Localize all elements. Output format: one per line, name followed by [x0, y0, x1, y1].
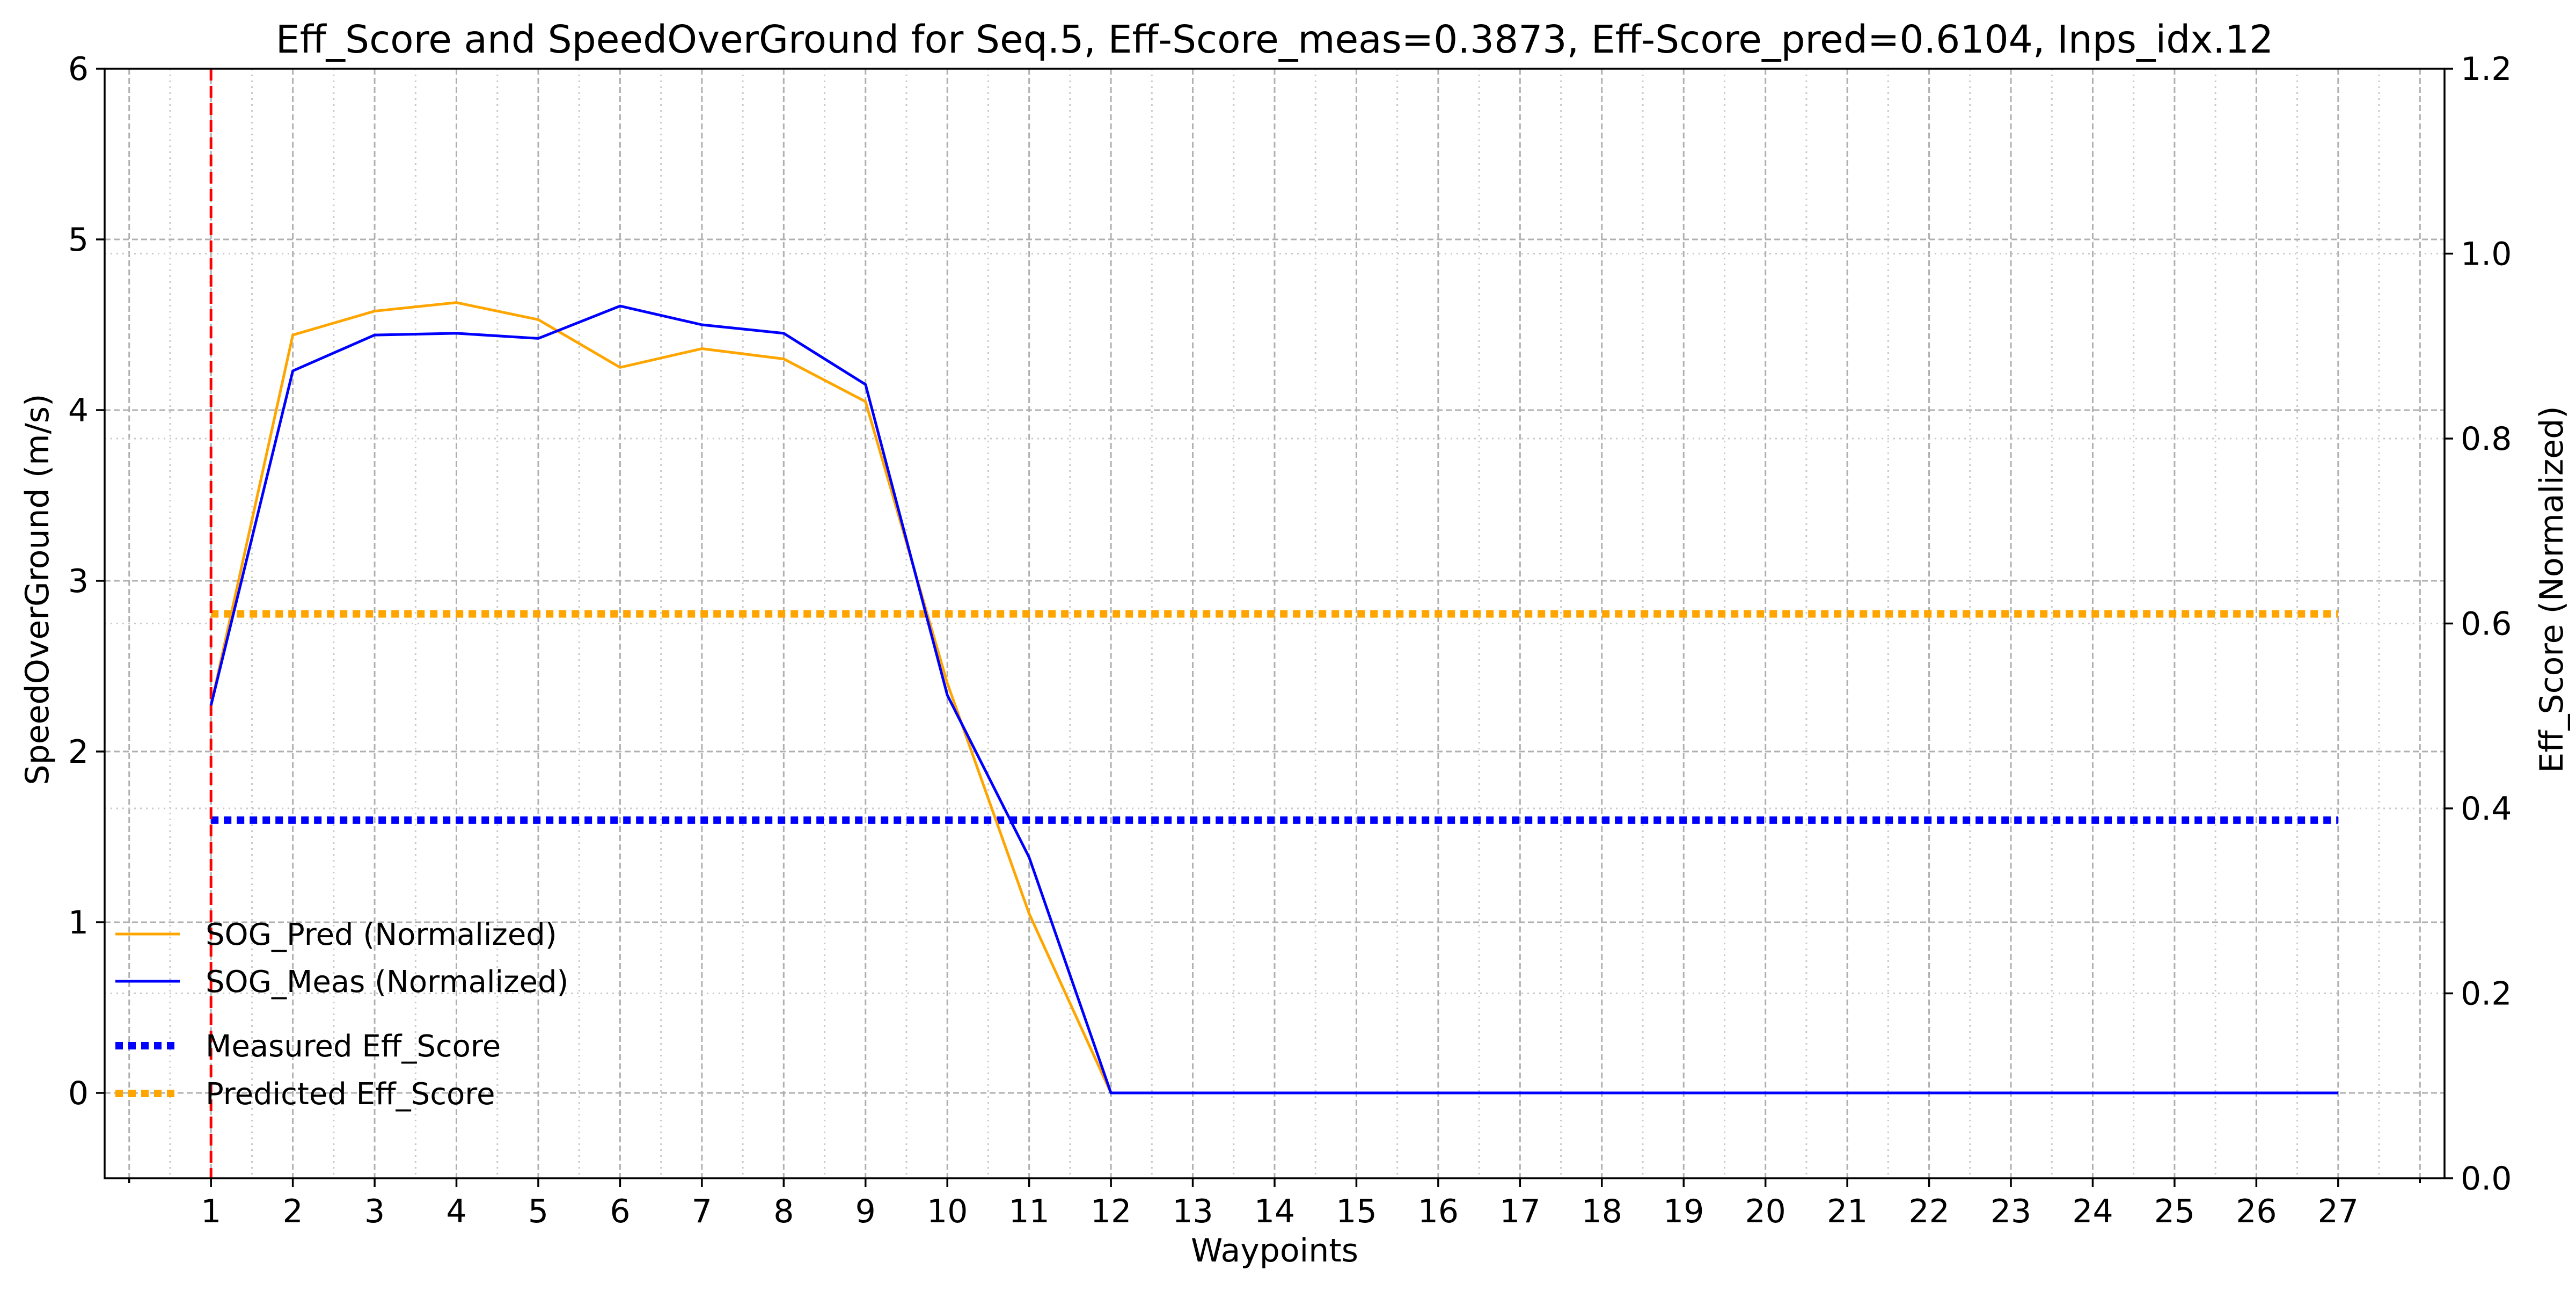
x-tick-label: 17 [1499, 1193, 1540, 1230]
x-tick-label: 9 [855, 1193, 876, 1230]
x-tick-label: 11 [1008, 1193, 1049, 1230]
x-tick-label: 7 [692, 1193, 712, 1230]
y-left-tick-label: 0 [68, 1075, 89, 1112]
y-right-tick-label: 0.0 [2461, 1160, 2512, 1198]
y-right-tick-label: 0.4 [2461, 790, 2512, 828]
x-tick-label: 24 [2072, 1193, 2113, 1230]
x-tick-label: 15 [1336, 1193, 1377, 1230]
legend-item: Predicted Eff_Score [115, 1077, 495, 1112]
x-tick-label: 18 [1582, 1193, 1622, 1230]
x-tick-label: 16 [1418, 1193, 1459, 1230]
x-tick-label: 26 [2236, 1193, 2277, 1230]
y-right-tick-label: 0.6 [2461, 606, 2512, 643]
legend-item: SOG_Pred (Normalized) [115, 917, 557, 952]
x-tick-label: 19 [1663, 1193, 1704, 1230]
eff-score-lines [211, 610, 2338, 824]
sog-meas-normalized--line [209, 304, 2338, 1095]
legend-label: Measured Eff_Score [206, 1029, 501, 1064]
y-left-tick-label: 1 [68, 904, 89, 942]
chart-title: Eff_Score and SpeedOverGround for Seq.5,… [276, 17, 2273, 62]
x-tick-label: 1 [201, 1193, 221, 1230]
legend-label: Predicted Eff_Score [206, 1077, 495, 1112]
legend-item: Measured Eff_Score [115, 1029, 501, 1064]
y-left-tick-label: 5 [68, 221, 89, 259]
axes: 1 2 3 4 5 6 7 8 9 10 11 12 13 14 15 16 17 18 19 20 21 22 23 24 2… [68, 50, 2512, 1230]
x-tick-label: 20 [1745, 1193, 1786, 1230]
x-tick-label: 2 [283, 1193, 303, 1230]
y-right-tick-label: 0.8 [2461, 420, 2512, 458]
legend: SOG_Pred (Normalized) SOG_Meas (Normalize… [115, 917, 568, 1112]
x-tick-label: 23 [1990, 1193, 2031, 1230]
x-tick-label: 5 [528, 1193, 548, 1230]
sog-series [209, 301, 2338, 1095]
x-axis-label: Waypoints [1191, 1232, 1358, 1270]
y-left-tick-label: 2 [68, 733, 89, 771]
y-left-tick-label: 6 [68, 50, 89, 88]
x-tick-label: 4 [446, 1193, 466, 1230]
x-tick-label: 27 [2318, 1193, 2359, 1230]
y-left-tick-label: 3 [68, 563, 89, 600]
y-axis-label-right: Eff_Score (Normalized) [2533, 406, 2571, 772]
legend-item: SOG_Meas (Normalized) [115, 965, 568, 1000]
x-tick-label: 22 [1908, 1193, 1949, 1230]
legend-label: SOG_Pred (Normalized) [206, 917, 557, 952]
x-tick-label: 6 [610, 1193, 630, 1230]
x-tick-label: 14 [1254, 1193, 1295, 1230]
y-right-tick-label: 1.2 [2461, 50, 2512, 88]
legend-label: SOG_Meas (Normalized) [206, 965, 568, 1000]
x-tick-label: 10 [927, 1193, 968, 1230]
y-left-tick-label: 4 [68, 392, 89, 429]
x-tick-label: 21 [1827, 1193, 1868, 1230]
x-tick-label: 25 [2154, 1193, 2195, 1230]
x-tick-label: 3 [364, 1193, 385, 1230]
y-axis-label-left: SpeedOverGround (m/s) [19, 394, 56, 785]
x-tick-label: 12 [1091, 1193, 1131, 1230]
y-right-tick-label: 0.2 [2461, 975, 2512, 1013]
x-tick-label: 13 [1172, 1193, 1213, 1230]
y-right-tick-label: 1.0 [2461, 236, 2512, 273]
x-tick-label: 8 [773, 1193, 794, 1230]
